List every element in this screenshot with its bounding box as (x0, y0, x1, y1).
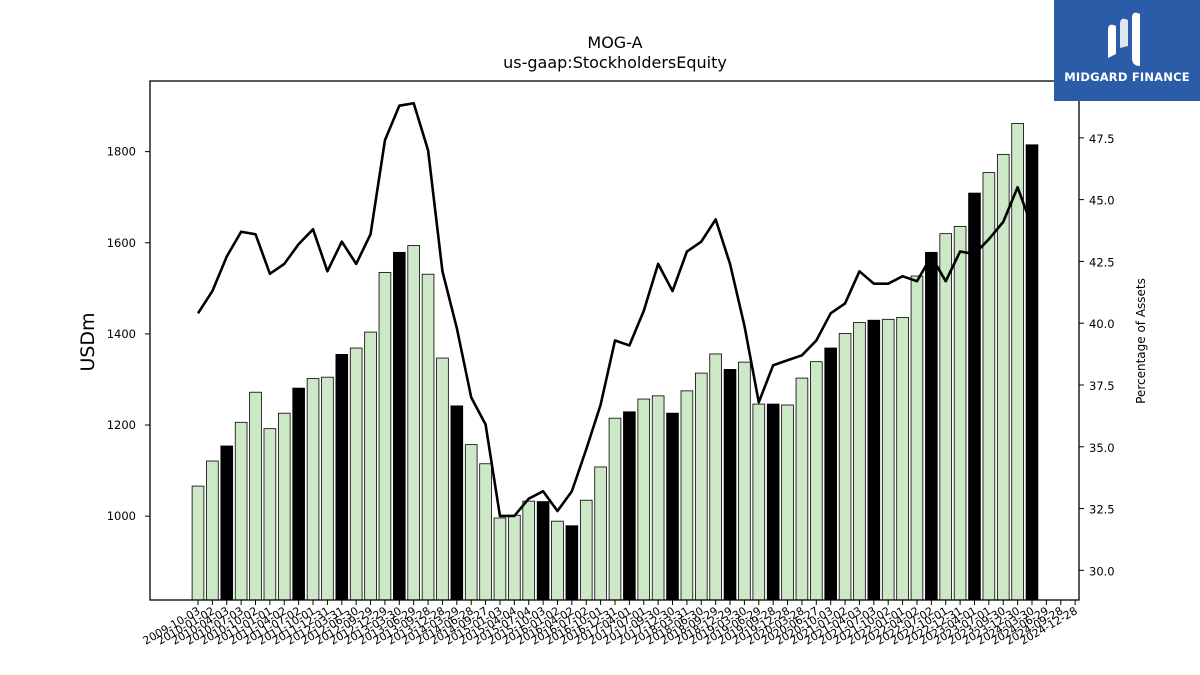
bar (378, 271, 392, 601)
bar (579, 499, 593, 601)
bar (349, 347, 363, 601)
y-tick-label: 1800 (107, 145, 136, 159)
bar (407, 245, 420, 601)
bar (508, 514, 521, 601)
y2-tick-label: 35.0 (1089, 441, 1115, 455)
y2-tick-label: 42.5 (1089, 255, 1115, 269)
bar (292, 387, 305, 601)
plot-frame (149, 80, 1080, 601)
bar (810, 361, 823, 601)
bar (393, 251, 406, 601)
y2-tick-label: 37.5 (1089, 379, 1115, 393)
bar (263, 428, 277, 601)
bar (709, 353, 722, 601)
bar (249, 391, 262, 601)
bar (479, 463, 492, 601)
bar (637, 398, 651, 601)
bar (766, 403, 780, 601)
bar (623, 411, 636, 601)
bar (781, 404, 794, 601)
bar (522, 500, 536, 601)
bar (939, 233, 953, 601)
bar (191, 485, 205, 601)
bar (206, 460, 219, 601)
bar (738, 361, 751, 601)
x-axis: 2009-10-032010-01-022010-04-032010-07-03… (141, 600, 1080, 648)
bar (594, 466, 607, 601)
y2-tick-label: 47.5 (1089, 132, 1115, 146)
bar (694, 372, 708, 601)
bar (536, 501, 550, 601)
brand-mark-icon (1108, 12, 1140, 67)
bar (795, 377, 809, 601)
bar (896, 317, 909, 601)
bar (982, 172, 996, 601)
bar (824, 347, 837, 601)
bar (321, 376, 334, 601)
y-axis-left: 1000 1200 1400 1600 1800 (107, 145, 150, 523)
bar (551, 520, 564, 601)
bar (651, 395, 665, 601)
bar (565, 525, 579, 601)
percentage-line (196, 101, 1034, 518)
bar (752, 403, 766, 601)
bar (464, 444, 478, 601)
y-tick-label: 1600 (107, 236, 136, 250)
bar (493, 517, 507, 601)
bar (220, 445, 234, 601)
y-tick-label: 1200 (107, 418, 136, 432)
bar (853, 322, 866, 601)
bar (436, 357, 449, 601)
y2-axis-label: Percentage of Assets (1134, 278, 1148, 404)
y2-tick-label: 40.0 (1089, 317, 1115, 331)
bar-series (191, 122, 1039, 601)
bar (867, 319, 881, 601)
bar (421, 273, 435, 601)
bar (364, 331, 377, 601)
y-tick-label: 1000 (107, 509, 136, 523)
bar (953, 225, 967, 601)
y2-tick-label: 30.0 (1089, 564, 1115, 578)
bar (666, 412, 679, 601)
y-tick-label: 1400 (107, 327, 136, 341)
y-axis-right: 30.0 32.5 35.0 37.5 40.0 42.5 45.0 47.5 (1079, 132, 1115, 578)
bar (335, 353, 349, 601)
y-axis-label: USDm (77, 312, 99, 371)
brand-name: MIDGARD FINANCE (1064, 70, 1190, 84)
bar (306, 378, 320, 601)
bar (608, 417, 622, 601)
line-series (196, 101, 1034, 518)
bar (680, 390, 694, 601)
y2-tick-label: 45.0 (1089, 194, 1115, 208)
y2-tick-label: 32.5 (1089, 503, 1115, 517)
bar (723, 369, 737, 601)
chart-title: MOG-A (587, 33, 642, 52)
chart-subtitle: us-gaap:StockholdersEquity (503, 53, 727, 72)
bar (881, 318, 895, 601)
bar (910, 275, 924, 601)
bar (277, 412, 291, 601)
bar (838, 333, 852, 601)
bar (234, 421, 248, 601)
logo: MIDGARD FINANCE (1054, 0, 1200, 101)
bar (450, 405, 464, 601)
bar (925, 251, 938, 601)
